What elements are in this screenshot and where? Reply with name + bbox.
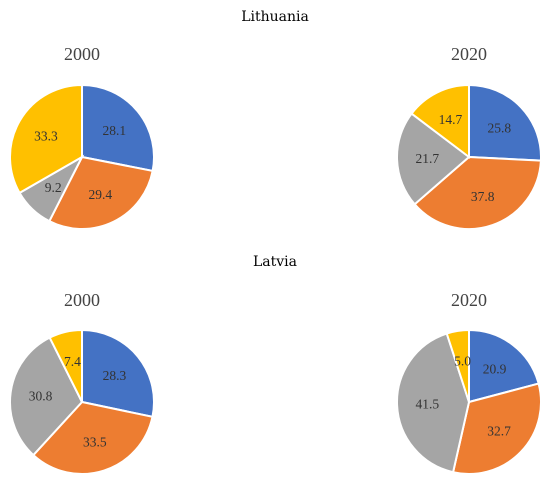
pie-latvia-2000-label-3: 30.8 <box>29 389 53 404</box>
group-title-latvia: Latvia <box>253 254 297 270</box>
pie-lithuania-2000-label-3: 9.2 <box>45 180 62 195</box>
pie-lithuania-2000-label-1: 28.1 <box>102 123 126 138</box>
pie-latvia-2020-slice-4 <box>445 328 470 403</box>
pie-latvia-2000-label-2: 33.5 <box>83 434 107 449</box>
pie-latvia-2020-label-4: 5.0 <box>454 353 471 368</box>
pie-latvia-2000: 2000 28.3 33.5 30.8 7.4 <box>9 290 155 475</box>
group-title-lithuania: Lithuania <box>241 9 309 25</box>
pie-latvia-2020-slice-2 <box>451 382 542 475</box>
pie-charts: 200028.129.49.233.3202025.837.821.714.72… <box>9 44 542 475</box>
pie-latvia-2020-label-2: 32.7 <box>487 424 511 439</box>
pie-lithuania-2020-label-2: 37.8 <box>471 189 495 204</box>
pie-lithuania-2020-label-3: 21.7 <box>415 151 439 166</box>
pie-latvia-2020-slice-3 <box>396 332 471 474</box>
pie-latvia-2020-title: 2020 <box>451 290 487 310</box>
pie-lithuania-2000-title: 2000 <box>64 44 100 64</box>
pie-lithuania-2000-slice-1 <box>81 83 156 173</box>
pie-lithuania-2020-label-1: 25.8 <box>487 121 511 136</box>
pie-lithuania-2020-label-4: 14.7 <box>439 112 463 127</box>
pie-lithuania-2000: 2000 28.1 29.4 9.2 33.3 <box>9 44 156 230</box>
pie-lithuania-2020-slice-4 <box>410 83 470 160</box>
pie-lithuania-2000-label-4: 33.3 <box>34 129 58 144</box>
pie-latvia-2020-slice-1 <box>468 328 540 404</box>
pie-latvia-2000-slice-2 <box>31 400 154 475</box>
pie-latvia-2020-label-3: 41.5 <box>415 396 439 411</box>
pie-latvia-2000-label-4: 7.4 <box>64 354 81 369</box>
pie-lithuania-2020-slice-3 <box>396 112 471 206</box>
pie-latvia-2000-label-1: 28.3 <box>103 368 127 383</box>
pie-lithuania-2000-slice-2 <box>47 155 154 230</box>
pie-latvia-2000-slice-4 <box>48 328 83 403</box>
pie-lithuania-2020-slice-1 <box>468 83 542 162</box>
pie-lithuania-2020-title: 2020 <box>451 44 487 64</box>
pie-latvia-2000-title: 2000 <box>64 290 100 310</box>
pie-latvia-2020: 2020 20.9 32.7 41.5 5.0 <box>396 290 542 475</box>
pie-lithuania-2000-label-2: 29.4 <box>88 187 112 202</box>
pie-lithuania-2020-slice-2 <box>413 155 542 231</box>
pie-lithuania-2020: 2020 25.8 37.8 21.7 14.7 <box>396 44 542 231</box>
pie-lithuania-2000-slice-4 <box>9 83 83 195</box>
pie-latvia-2020-label-1: 20.9 <box>483 361 507 376</box>
pie-latvia-2000-slice-1 <box>81 328 155 419</box>
